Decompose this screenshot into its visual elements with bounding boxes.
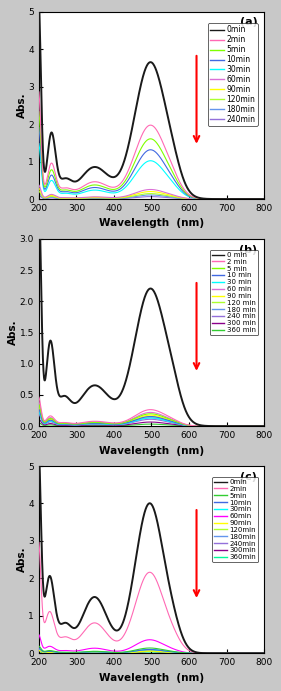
Text: (a): (a) <box>239 17 257 28</box>
Legend: 0min, 2min, 5min, 10min, 30min, 60min, 90min, 120min, 180min, 240min, 300min, 36: 0min, 2min, 5min, 10min, 30min, 60min, 9… <box>212 477 258 562</box>
Text: (b): (b) <box>239 245 257 254</box>
Y-axis label: Abs.: Abs. <box>8 320 18 346</box>
Text: (c): (c) <box>241 472 257 482</box>
X-axis label: Wavelength  (nm): Wavelength (nm) <box>99 218 204 229</box>
Y-axis label: Abs.: Abs. <box>17 93 27 118</box>
Y-axis label: Abs.: Abs. <box>17 547 27 572</box>
Legend: 0min, 2min, 5min, 10min, 30min, 60min, 90min, 120min, 180min, 240min: 0min, 2min, 5min, 10min, 30min, 60min, 9… <box>208 23 258 126</box>
X-axis label: Wavelength  (nm): Wavelength (nm) <box>99 446 204 455</box>
X-axis label: Wavelength  (nm): Wavelength (nm) <box>99 672 204 683</box>
Legend: 0 min, 2 min, 5 min, 10 min, 30 min, 60 min, 90 min, 120 min, 180 min, 240 min, : 0 min, 2 min, 5 min, 10 min, 30 min, 60 … <box>210 250 258 335</box>
